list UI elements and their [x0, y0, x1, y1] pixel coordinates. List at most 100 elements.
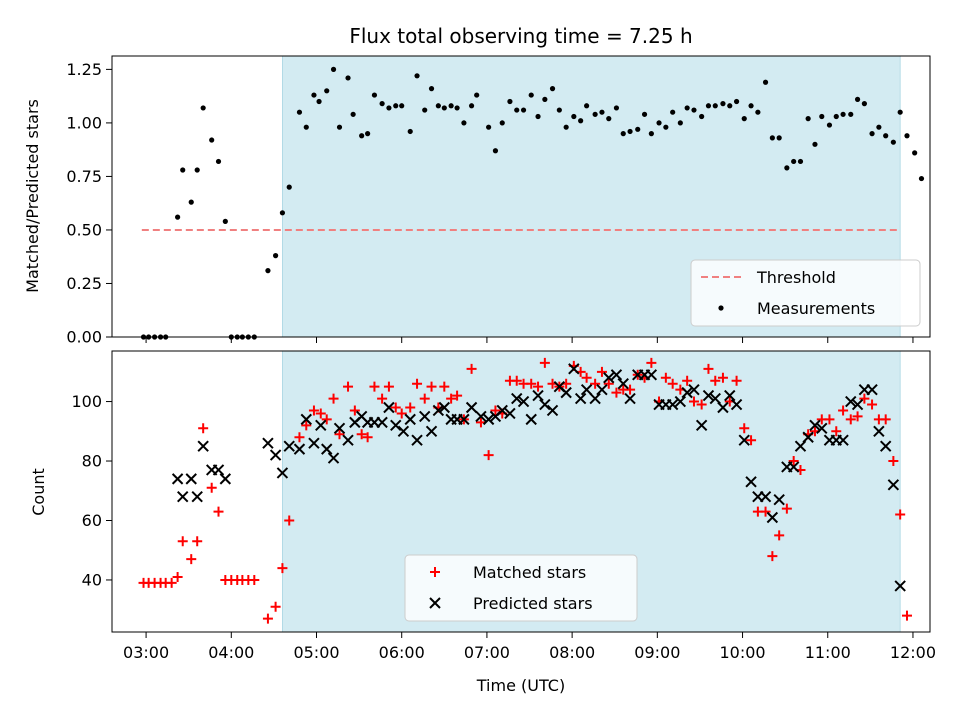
- data-point: [511, 375, 522, 386]
- data-point: [746, 435, 757, 446]
- data-point: [399, 103, 405, 109]
- data-point: [866, 383, 878, 396]
- data-point: [407, 128, 413, 135]
- x-tick-label: 03:00: [123, 643, 169, 662]
- data-point: [812, 141, 818, 147]
- x-tick-label: 06:00: [379, 643, 425, 662]
- data-point: [284, 515, 295, 526]
- data-point: [283, 440, 295, 452]
- data-point: [897, 109, 903, 115]
- x-tick-label: 04:00: [208, 643, 254, 662]
- data-point: [393, 103, 399, 109]
- data-point: [720, 101, 726, 107]
- data-point: [660, 372, 671, 383]
- data-point: [852, 411, 863, 422]
- data-point: [474, 92, 480, 98]
- data-point: [712, 103, 718, 109]
- data-point: [776, 135, 782, 141]
- data-point: [663, 124, 669, 130]
- data-point: [802, 431, 814, 443]
- data-point: [405, 402, 416, 413]
- data-point: [880, 414, 891, 425]
- data-point: [336, 124, 343, 130]
- data-point: [315, 408, 326, 419]
- data-point: [411, 434, 423, 446]
- data-point: [611, 387, 622, 398]
- data-point: [333, 422, 346, 435]
- data-point: [212, 464, 225, 476]
- data-point: [617, 378, 629, 390]
- data-point: [454, 105, 460, 111]
- legend-predicted-label: Predicted stars: [473, 594, 593, 613]
- data-point: [624, 392, 636, 405]
- data-point: [383, 401, 395, 414]
- data-point: [816, 422, 828, 435]
- data-point: [483, 450, 494, 461]
- data-point: [869, 131, 875, 137]
- data-point: [359, 133, 365, 139]
- data-point: [727, 103, 733, 109]
- data-point: [294, 432, 305, 443]
- data-point: [511, 392, 523, 405]
- legend-measurements-label: Measurements: [757, 299, 875, 318]
- data-point: [606, 116, 612, 122]
- legend-matched-label: Matched stars: [473, 563, 586, 582]
- data-point: [788, 456, 799, 467]
- data-point: [177, 536, 188, 547]
- legend: Threshold Measurements: [690, 259, 921, 327]
- data-point: [867, 399, 878, 410]
- data-point: [490, 405, 501, 416]
- x-tick-label: 09:00: [634, 643, 680, 662]
- data-point: [873, 425, 885, 437]
- data-point: [496, 404, 508, 417]
- data-point: [648, 131, 654, 137]
- data-point: [859, 393, 870, 404]
- data-point: [525, 413, 537, 426]
- data-point: [888, 456, 899, 467]
- data-point: [198, 423, 209, 434]
- data-point: [748, 103, 754, 109]
- data-point: [717, 401, 729, 414]
- data-point: [876, 124, 882, 130]
- data-point: [404, 413, 416, 426]
- data-point: [781, 503, 792, 514]
- data-point: [861, 101, 867, 107]
- plot-layer: 0.00 0.25 0.50 0.75 1.00 1.25 Threshold Measure…: [66, 55, 936, 662]
- data-point: [578, 118, 584, 124]
- data-point: [180, 167, 186, 173]
- data-point: [517, 395, 530, 408]
- data-point: [276, 467, 289, 479]
- data-point: [755, 109, 761, 115]
- data-point: [592, 111, 598, 117]
- data-point: [627, 128, 633, 135]
- data-point: [432, 404, 445, 417]
- data-point: [684, 105, 690, 111]
- data-point: [206, 482, 217, 493]
- data-point: [362, 432, 373, 443]
- data-point: [688, 396, 699, 407]
- data-point: [426, 381, 437, 392]
- data-point: [702, 389, 715, 402]
- data-point: [854, 96, 861, 102]
- data-point: [666, 398, 679, 411]
- data-point: [656, 120, 662, 126]
- y-tick-label: 1.25: [66, 60, 102, 79]
- data-point: [773, 493, 785, 506]
- legend-predicted-swatch: [429, 597, 441, 609]
- data-point: [249, 574, 260, 585]
- data-point: [446, 393, 457, 404]
- data-point: [831, 426, 842, 437]
- data-point: [308, 437, 320, 449]
- data-point: [186, 554, 197, 565]
- data-point: [791, 158, 797, 165]
- data-point: [646, 357, 657, 368]
- legend-matched-swatch: [430, 567, 440, 577]
- data-point: [580, 383, 593, 396]
- data-point: [526, 378, 537, 389]
- data-point: [191, 490, 203, 503]
- data-point: [475, 410, 487, 423]
- data-point: [301, 420, 312, 431]
- data-point: [574, 392, 587, 405]
- series-matched-stars: [138, 357, 912, 624]
